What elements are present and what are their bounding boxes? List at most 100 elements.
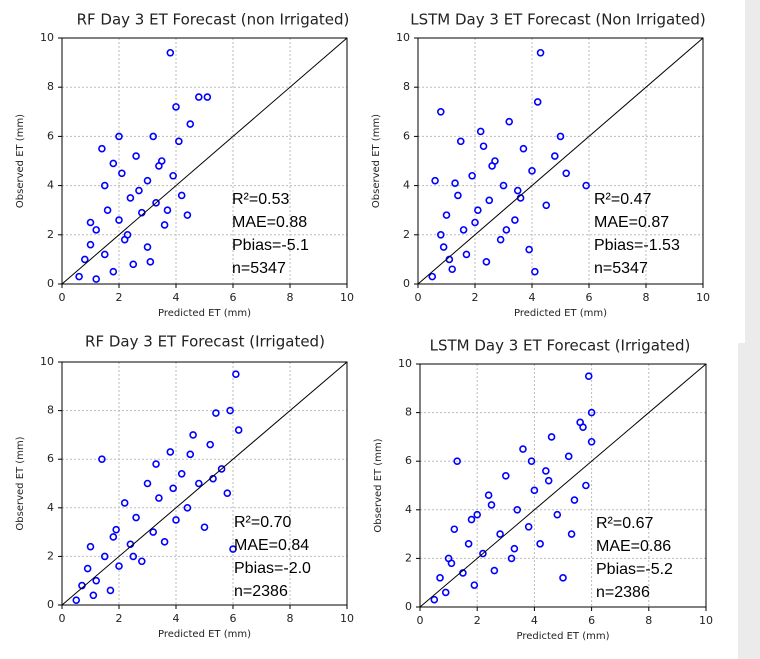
point	[226, 406, 234, 415]
point	[459, 226, 468, 234]
point	[439, 243, 448, 251]
point	[92, 226, 100, 234]
y-axis-label: Observed ET (mm)	[15, 114, 26, 208]
x-tick-label: 10	[696, 291, 710, 304]
annotation: n=2386	[234, 583, 288, 600]
point	[75, 272, 83, 281]
point	[183, 211, 192, 219]
point	[450, 525, 459, 534]
point	[567, 530, 576, 538]
point	[175, 137, 183, 146]
point	[106, 586, 115, 595]
plot-frame	[419, 363, 707, 608]
annotation: n=5347	[594, 260, 648, 277]
point	[479, 549, 487, 558]
point	[155, 494, 163, 502]
point	[200, 523, 209, 532]
point	[86, 240, 95, 249]
annotation: Pbias=-5.1	[232, 237, 309, 254]
point	[570, 496, 579, 504]
point	[505, 117, 514, 126]
y-tick-label: 10	[396, 31, 410, 44]
annotation: MAE=0.87	[594, 214, 669, 231]
point	[507, 554, 516, 563]
point	[496, 235, 505, 244]
y-tick-label: 10	[40, 355, 54, 368]
point	[163, 206, 172, 214]
point	[229, 545, 237, 553]
chart-title: RF Day 3 ET Forecast (non Irrigated)	[77, 11, 350, 29]
point	[92, 576, 100, 585]
point	[152, 460, 160, 468]
point	[217, 465, 226, 473]
point	[484, 491, 493, 500]
point	[462, 250, 471, 259]
x-tick-label: 2	[116, 291, 123, 304]
y-tick-label: 10	[40, 31, 54, 44]
point	[155, 162, 163, 170]
point	[169, 484, 177, 493]
point	[118, 169, 126, 178]
point	[513, 505, 522, 514]
point	[212, 409, 220, 417]
point	[436, 231, 445, 239]
y-tick-label: 6	[47, 129, 54, 142]
point	[166, 448, 175, 456]
one-to-one-line	[419, 363, 707, 608]
point	[436, 108, 445, 116]
point	[143, 479, 152, 488]
point	[542, 467, 550, 475]
annotation: MAE=0.86	[596, 538, 671, 555]
y-tick-label: 2	[405, 551, 412, 564]
point	[587, 408, 596, 417]
point	[129, 260, 138, 269]
point	[83, 564, 92, 573]
point	[468, 171, 476, 180]
x-axis-label: Predicted ET (mm)	[158, 629, 251, 640]
annotation: n=5347	[232, 260, 286, 277]
point	[109, 159, 118, 168]
point	[183, 503, 192, 512]
point	[464, 540, 473, 548]
point	[89, 591, 98, 600]
y-tick-label: 6	[405, 454, 412, 467]
point	[72, 596, 81, 604]
point	[467, 515, 476, 524]
one-to-one-line	[417, 37, 704, 285]
point	[143, 243, 152, 251]
point	[109, 267, 118, 276]
point	[186, 450, 195, 459]
annotation: n=2386	[596, 584, 650, 601]
point	[86, 218, 95, 227]
x-tick-label: 0	[415, 291, 422, 304]
y-tick-label: 2	[47, 228, 54, 241]
y-tick-label: 6	[403, 129, 410, 142]
point	[454, 191, 462, 200]
x-tick-label: 8	[643, 291, 650, 304]
point	[115, 132, 123, 141]
point	[100, 250, 109, 259]
point	[550, 152, 559, 160]
point	[471, 218, 479, 227]
point	[587, 437, 596, 446]
point	[160, 538, 169, 546]
x-axis-label: Predicted ET (mm)	[514, 308, 607, 319]
point	[496, 530, 504, 538]
x-tick-label: 2	[474, 614, 481, 627]
point	[547, 433, 556, 441]
x-tick-label: 2	[472, 291, 479, 304]
point	[112, 525, 120, 534]
point	[482, 258, 491, 266]
point	[536, 540, 544, 548]
x-tick-label: 10	[340, 291, 354, 304]
chart-title: LSTM Day 3 ET Forecast (Non Irrigated)	[410, 11, 705, 29]
point	[120, 499, 129, 507]
point	[441, 588, 450, 597]
x-tick-label: 8	[287, 291, 294, 304]
point	[146, 258, 155, 266]
point	[527, 457, 536, 466]
x-tick-label: 8	[645, 614, 652, 627]
point	[103, 206, 112, 214]
point	[519, 144, 528, 153]
point	[473, 510, 482, 519]
